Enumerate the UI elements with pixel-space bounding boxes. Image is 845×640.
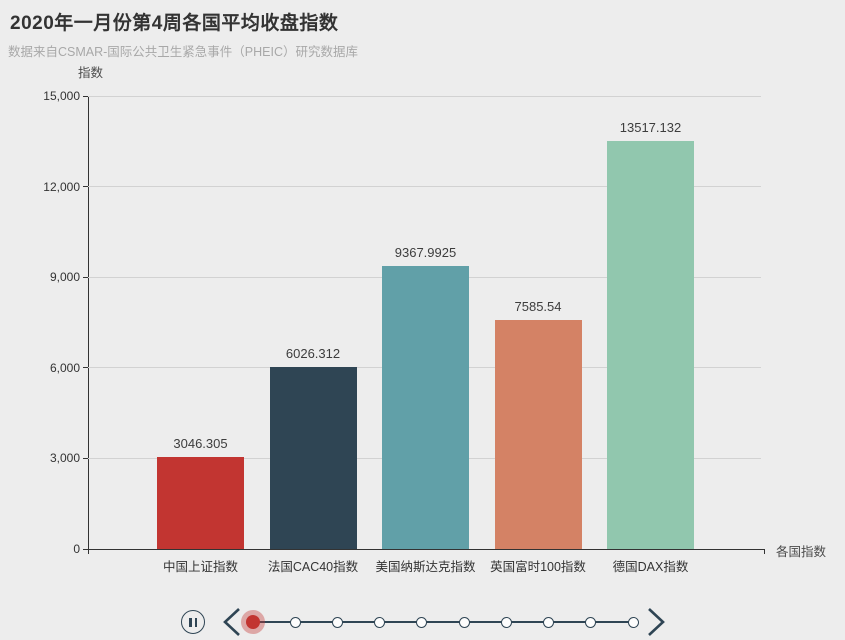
timeline-step-dot[interactable] xyxy=(585,616,597,628)
y-axis-tick xyxy=(83,186,88,188)
x-axis-end-tick xyxy=(764,549,765,554)
y-axis-tick-label: 12,000 xyxy=(43,179,80,194)
y-axis-tick xyxy=(83,457,88,459)
timeline-step-dot[interactable] xyxy=(289,616,301,628)
x-axis-line xyxy=(88,549,765,550)
y-axis-tick-label: 3,000 xyxy=(49,451,80,466)
y-axis-tick-label: 9,000 xyxy=(49,270,80,285)
timeline-prev-button[interactable] xyxy=(220,606,244,638)
pause-button[interactable] xyxy=(181,610,205,634)
y-axis-name: 指数 xyxy=(77,66,103,80)
y-gridline xyxy=(88,186,761,188)
timeline-step-dot-current[interactable] xyxy=(246,615,260,629)
timeline-step-dot[interactable] xyxy=(500,616,512,628)
x-axis-category-label: 法国CAC40指数 xyxy=(267,560,359,574)
y-axis-tick-label: 15,000 xyxy=(43,89,80,103)
pause-icon xyxy=(189,617,192,627)
bar-value-label: 9367.9925 xyxy=(394,245,457,261)
timeline-step-dot[interactable] xyxy=(374,616,386,628)
x-axis-category-label: 英国富时100指数 xyxy=(490,560,586,574)
bar-value-label: 3046.305 xyxy=(173,436,228,451)
timeline-step-dot[interactable] xyxy=(416,616,428,628)
x-axis-start-tick xyxy=(88,549,89,554)
bar-value-label: 7585.54 xyxy=(514,298,562,314)
y-axis-tick xyxy=(83,367,88,369)
y-axis-tick-label: 0 xyxy=(73,542,80,556)
bar-value-label: 13517.132 xyxy=(619,119,682,135)
chart-subtitle: 数据来自CSMAR-国际公共卫生紧急事件（PHEIC）研究数据库 xyxy=(8,45,359,59)
x-axis-category-label: 中国上证指数 xyxy=(162,560,238,574)
chart-bar[interactable] xyxy=(269,367,357,549)
y-axis-tick xyxy=(83,95,88,97)
timeline-next-button[interactable] xyxy=(644,606,668,638)
chart-bar[interactable] xyxy=(607,140,694,549)
x-axis-category-label: 德国DAX指数 xyxy=(612,560,689,574)
y-axis-tick-label: 6,000 xyxy=(49,360,80,375)
timeline-step-dot[interactable] xyxy=(458,616,470,628)
timeline-track xyxy=(253,621,633,623)
bar-value-label: 6026.312 xyxy=(285,346,341,361)
chart-bar[interactable] xyxy=(157,457,244,549)
x-axis-category-label: 美国纳斯达克指数 xyxy=(375,560,476,574)
pause-icon xyxy=(194,617,197,627)
timeline-step-dot[interactable] xyxy=(627,616,639,628)
timeline-step-dot[interactable] xyxy=(543,616,555,628)
y-axis-tick xyxy=(83,276,88,278)
x-axis-name: 各国指数 xyxy=(776,545,827,559)
y-axis-line xyxy=(88,96,89,549)
chart-bar[interactable] xyxy=(382,266,469,549)
y-gridline xyxy=(88,95,761,97)
chart-bar[interactable] xyxy=(494,319,582,549)
chart-title: 2020年一月份第4周各国平均收盘指数 xyxy=(10,13,339,34)
y-axis-tick xyxy=(83,548,88,550)
timeline-step-dot[interactable] xyxy=(331,616,343,628)
